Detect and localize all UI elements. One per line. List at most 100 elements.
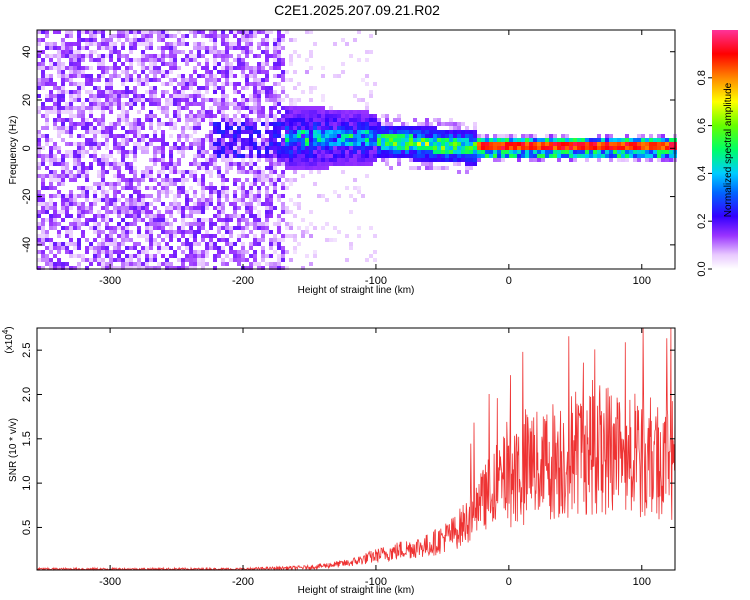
spectrogram-cell [145, 222, 149, 226]
spectrogram-cell [149, 38, 153, 42]
spectrogram-cell [153, 90, 157, 94]
spectrogram-cell [533, 142, 537, 146]
spectrogram-cell [85, 90, 89, 94]
spectrogram-cell [61, 194, 65, 198]
spectrogram-cell [277, 42, 281, 46]
spectrogram-cell [97, 118, 101, 122]
spectrogram-cell [129, 206, 133, 210]
spectrogram-cell [373, 258, 377, 262]
spectrogram-cell [117, 118, 121, 122]
spectrogram-cell [357, 118, 361, 122]
spectrogram-cell [425, 162, 429, 166]
spectrogram-cell [633, 154, 637, 158]
spectrogram-cell [237, 234, 241, 238]
spectrogram-cell [169, 46, 173, 50]
spectrogram-cell [293, 142, 297, 146]
spectrogram-cell [117, 190, 121, 194]
spectrogram-cell [145, 82, 149, 86]
spectrogram-cell [141, 30, 145, 34]
spectrogram-cell [289, 98, 293, 102]
spectrogram-cell [137, 122, 141, 126]
spectrogram-cell [481, 142, 485, 146]
spectrogram-cell [41, 66, 45, 70]
spectrogram-cell [277, 150, 281, 154]
spectrogram-cell [53, 226, 57, 230]
spectrogram-cell [229, 54, 233, 58]
spectrogram-cell [357, 130, 361, 134]
spectrogram-cell [209, 222, 213, 226]
spectrogram-cell [225, 146, 229, 150]
spectrogram-cell [249, 222, 253, 226]
spectrogram-cell [61, 170, 65, 174]
spectrogram-cell [209, 118, 213, 122]
spectrogram-cell [225, 74, 229, 78]
spectrogram-cell [65, 226, 69, 230]
spectrogram-cell [193, 162, 197, 166]
spectrogram-cell [409, 150, 413, 154]
spectrogram-cell [93, 158, 97, 162]
spectrogram-cell [553, 146, 557, 150]
spectrogram-cell [281, 254, 285, 258]
spectrogram-cell [193, 250, 197, 254]
spectrogram-cell [421, 158, 425, 162]
spectrogram-cell [165, 46, 169, 50]
spectrogram-cell [233, 122, 237, 126]
spectrogram-cell [121, 174, 125, 178]
spectrogram-cell [309, 158, 313, 162]
spectrogram-cell [169, 58, 173, 62]
spectrogram-cell [385, 154, 389, 158]
spectrogram-cell [69, 62, 73, 66]
spectrogram-cell [289, 110, 293, 114]
spectrogram-cell [293, 70, 297, 74]
spectrogram-cell [221, 90, 225, 94]
spectrogram-cell [281, 90, 285, 94]
spectrogram-cell [105, 198, 109, 202]
spectrogram-cell [45, 218, 49, 222]
spectrogram-cell [333, 74, 337, 78]
spectrogram-cell [257, 70, 261, 74]
spectrogram-cell [137, 230, 141, 234]
spectrogram-cell [261, 86, 265, 90]
spectrogram-cell [157, 174, 161, 178]
spectrogram-cell [229, 214, 233, 218]
spectrogram-cell [165, 98, 169, 102]
spectrogram-cell [57, 62, 61, 66]
spectrogram-cell [69, 238, 73, 242]
spectrogram-cell [45, 154, 49, 158]
spectrogram-cell [145, 134, 149, 138]
spectrogram-cell [109, 238, 113, 242]
spectrogram-cell [129, 170, 133, 174]
spectrogram-cell [309, 114, 313, 118]
spectrogram-cell [289, 226, 293, 230]
spectrogram-cell [281, 202, 285, 206]
spectrogram-cell [297, 162, 301, 166]
spectrogram-cell [117, 94, 121, 98]
spectrogram-cell [169, 98, 173, 102]
spectrogram-cell [165, 110, 169, 114]
spectrogram-cell [265, 30, 269, 34]
spectrogram-cell [69, 154, 73, 158]
spectrogram-cell [177, 146, 181, 150]
spectrogram-cell [333, 150, 337, 154]
spectrogram-cell [65, 198, 69, 202]
spectrogram-cell [53, 206, 57, 210]
spectrogram-cell [397, 118, 401, 122]
spectrogram-cell [117, 134, 121, 138]
spectrogram-cell [497, 158, 501, 162]
spectrogram-cell [509, 150, 513, 154]
spectrogram-cell [57, 174, 61, 178]
spectrogram-cell [109, 82, 113, 86]
spectrogram-cell [197, 166, 201, 170]
spectrogram-cell [277, 222, 281, 226]
spectrogram-cell [229, 258, 233, 262]
spectrogram-cell [209, 146, 213, 150]
spectrogram-cell [117, 178, 121, 182]
spectrogram-cell [217, 122, 221, 126]
spectrogram-cell [197, 138, 201, 142]
spectrogram-cell [249, 46, 253, 50]
spectrogram-cell [217, 146, 221, 150]
spectrogram-cell [301, 110, 305, 114]
spectrogram-cell [605, 138, 609, 142]
spectrogram-cell [73, 122, 77, 126]
spectrogram-cell [121, 78, 125, 82]
